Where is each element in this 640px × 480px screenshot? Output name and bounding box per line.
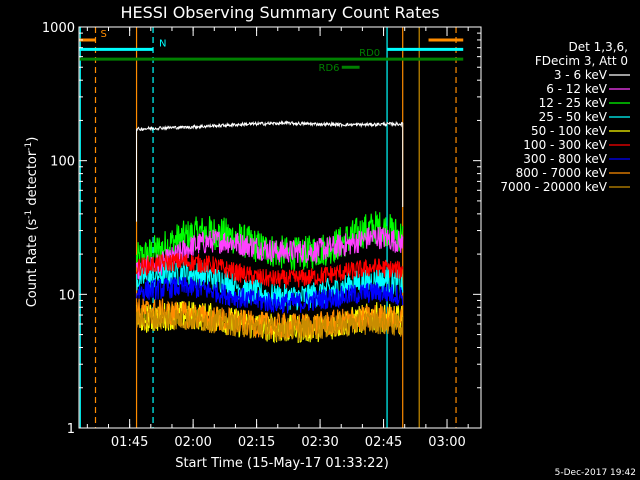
y-axis-label: Count Rate (s-1 detector-1) xyxy=(24,137,40,308)
x-axis-label: Start Time (15-May-17 01:33:22) xyxy=(175,456,389,471)
legend-label-5: 100 - 300 keV xyxy=(523,138,607,152)
series-100-300-kev xyxy=(135,253,404,289)
y-tick-label: 1000 xyxy=(42,21,75,36)
y-axis-label-sup1: -1 xyxy=(24,210,34,219)
series-3-6-kev xyxy=(136,120,404,222)
x-tick-label: 02:15 xyxy=(238,435,275,450)
series-7000-20000-kev xyxy=(135,308,404,342)
series-6-12-kev xyxy=(135,226,404,280)
legend-label-3: 25 - 50 keV xyxy=(539,110,608,124)
marker-label-rd6: RD6 xyxy=(319,63,340,74)
x-tick-label: 01:45 xyxy=(111,435,148,450)
plot-area: S N RD0 RD6 xyxy=(79,27,464,428)
y-tick-label: 100 xyxy=(50,155,75,170)
axes: 1 10 100 1000 01:45 02:00 02:15 02:30 02:45 03:00 xyxy=(42,21,482,450)
chart-title: HESSI Observing Summary Count Rates xyxy=(120,3,439,22)
legend-header-line2: FDecim 3, Att 0 xyxy=(535,54,628,68)
marker-label-n: N xyxy=(159,38,166,49)
x-tick-label: 03:00 xyxy=(428,435,465,450)
axes-frame xyxy=(78,26,482,429)
y-tick-label: 10 xyxy=(58,288,75,303)
legend-label-2: 12 - 25 keV xyxy=(539,96,608,110)
y-axis-label-main: Count Rate (s xyxy=(25,219,40,308)
legend-label-6: 300 - 800 keV xyxy=(523,152,607,166)
y-tick-label: 1 xyxy=(67,422,75,437)
legend-label-1: 6 - 12 keV xyxy=(546,82,608,96)
x-tick-label: 02:45 xyxy=(365,435,402,450)
legend-label-0: 3 - 6 keV xyxy=(554,68,608,82)
x-tick-label: 02:00 xyxy=(174,435,211,450)
legend-header-line1: Det 1,3,6, xyxy=(569,40,629,54)
legend-label-8: 7000 - 20000 keV xyxy=(500,180,607,194)
y-axis-label-mid: detector xyxy=(25,150,40,210)
marker-label-rd0: RD0 xyxy=(359,48,380,59)
footer-date: 5-Dec-2017 19:42 xyxy=(555,468,636,478)
x-tick-label: 02:30 xyxy=(301,435,338,450)
y-axis-label-sup2: -1 xyxy=(24,142,34,151)
legend-label-4: 50 - 100 keV xyxy=(531,124,608,138)
y-axis-label-end: ) xyxy=(25,137,40,142)
marker-label-s: S xyxy=(101,29,107,40)
series-300-800-kev xyxy=(135,276,404,314)
legend-label-7: 800 - 7000 keV xyxy=(516,166,608,180)
